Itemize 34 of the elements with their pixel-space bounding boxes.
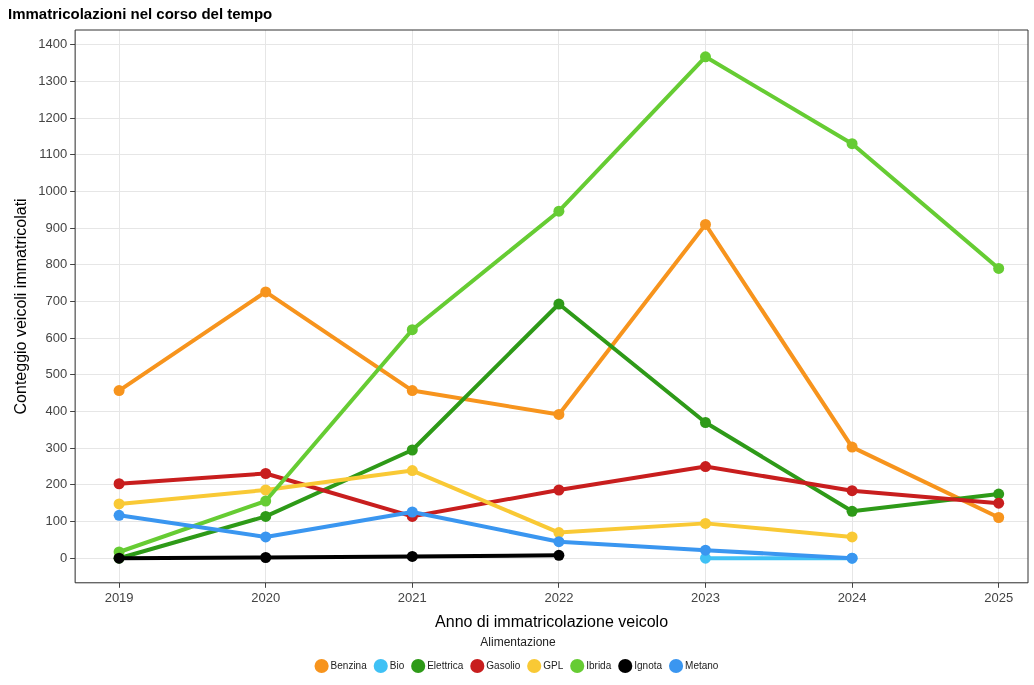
legend-label: Bio xyxy=(389,659,405,671)
y-tick-label: 100 xyxy=(45,513,68,529)
y-tick-label: 1100 xyxy=(39,146,68,162)
y-tick-label: 600 xyxy=(45,329,68,345)
legend-label: Ibrida xyxy=(586,659,612,671)
x-tick-label: 2022 xyxy=(544,590,574,606)
y-tick-label: 300 xyxy=(45,439,68,455)
x-tick-label: 2020 xyxy=(251,590,281,606)
y-axis-title: Conteggio veicoli immatricolati xyxy=(12,198,30,415)
x-tick-label: 2024 xyxy=(837,590,867,606)
x-tick-label: 2021 xyxy=(397,590,427,606)
legend-title: Alimentazione xyxy=(480,634,557,649)
legend-label: GPL xyxy=(543,659,564,671)
y-tick-label: 800 xyxy=(45,256,68,272)
y-tick-label: 200 xyxy=(45,476,68,492)
legend-label: Ignota xyxy=(634,659,663,671)
y-tick-label: 1200 xyxy=(38,109,68,125)
legend-label: Elettrica xyxy=(427,659,464,671)
y-tick-label: 1300 xyxy=(38,72,68,88)
x-tick-label: 2025 xyxy=(984,590,1014,606)
y-tick-label: 400 xyxy=(45,403,68,419)
legend-label: Benzina xyxy=(330,659,368,671)
chart-title: Immatricolazioni nel corso del tempo xyxy=(8,5,273,23)
y-tick-label: 500 xyxy=(45,366,68,382)
y-tick-label: 1400 xyxy=(38,36,68,52)
y-tick-label: 900 xyxy=(45,219,68,235)
x-axis-title: Anno di immatricolazione veicolo xyxy=(435,613,669,631)
y-tick-label: 0 xyxy=(59,549,68,565)
x-tick-label: 2023 xyxy=(691,590,720,606)
y-tick-label: 700 xyxy=(45,293,68,309)
x-tick-label: 2019 xyxy=(104,590,134,606)
legend-label: Gasolio xyxy=(486,659,521,671)
y-tick-label: 1000 xyxy=(38,182,68,198)
legend-label: Metano xyxy=(685,659,719,671)
